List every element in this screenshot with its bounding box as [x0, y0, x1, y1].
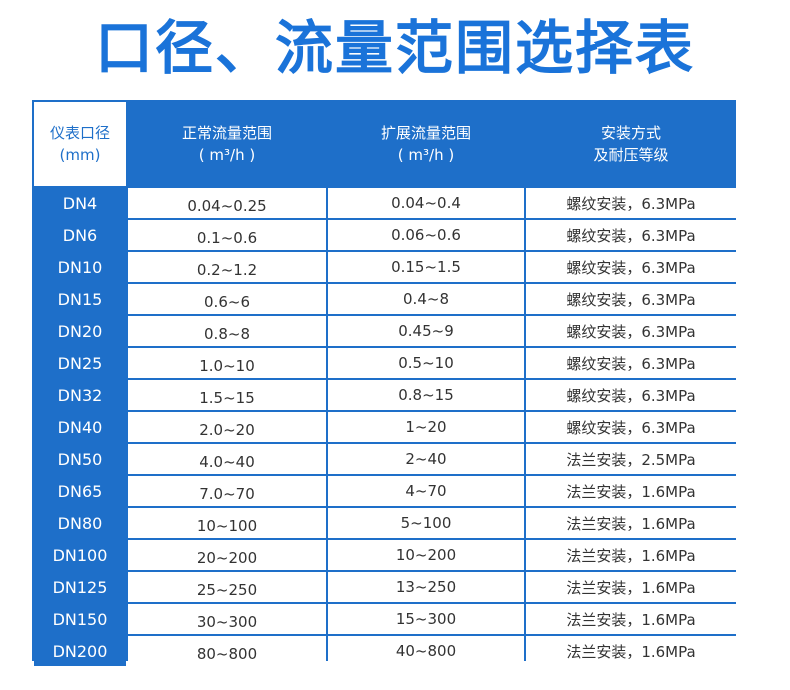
dn-cell: DN15 [34, 284, 126, 314]
dn-cell: DN40 [34, 412, 126, 442]
header-extended-line2: ( m³/h ) [397, 146, 455, 164]
table-row: DN6 0.1~0.6 0.06~0.6 螺纹安装，6.3MPa [34, 219, 736, 251]
install-cell: 法兰安装，1.6MPa [526, 476, 736, 506]
selection-table: 仪表口径 (mm) 正常流量范围 ( m³/h ) 扩展流量范围 ( m³/h … [32, 100, 736, 666]
normal-flow-cell: 0.6~6 [128, 284, 326, 314]
extended-flow-cell: 0.04~0.4 [328, 188, 524, 218]
table-row: DN125 25~250 13~250 法兰安装，1.6MPa [34, 571, 736, 603]
table-row: DN4 0.04~0.25 0.04~0.4 螺纹安装，6.3MPa [34, 187, 736, 219]
header-caliber: 仪表口径 (mm) [34, 102, 126, 186]
dn-cell: DN10 [34, 252, 126, 282]
extended-flow-cell: 0.5~10 [328, 348, 524, 378]
extended-flow-cell: 13~250 [328, 572, 524, 602]
header-caliber-line1: 仪表口径 [49, 124, 110, 142]
header-install-line2: 及耐压等级 [593, 146, 669, 164]
table-body: DN4 0.04~0.25 0.04~0.4 螺纹安装，6.3MPa DN6 0.1~0… [34, 187, 736, 667]
table-row: DN80 10~100 5~100 法兰安装，1.6MPa [34, 507, 736, 539]
table-row: DN40 2.0~20 1~20 螺纹安装，6.3MPa [34, 411, 736, 443]
dn-cell: DN6 [34, 220, 126, 250]
dn-cell: DN100 [34, 540, 126, 570]
install-cell: 法兰安装，1.6MPa [526, 508, 736, 538]
header-extended-line1: 扩展流量范围 [380, 124, 471, 142]
table-row: DN200 80~800 40~800 法兰安装，1.6MPa [34, 635, 736, 667]
table-row: DN10 0.2~1.2 0.15~1.5 螺纹安装，6.3MPa [34, 251, 736, 283]
normal-flow-cell: 20~200 [128, 540, 326, 570]
extended-flow-cell: 0.15~1.5 [328, 252, 524, 282]
install-cell: 法兰安装，1.6MPa [526, 572, 736, 602]
dn-cell: DN65 [34, 476, 126, 506]
normal-flow-cell: 0.2~1.2 [128, 252, 326, 282]
extended-flow-cell: 0.45~9 [328, 316, 524, 346]
dn-cell: DN125 [34, 572, 126, 602]
header-install: 安装方式 及耐压等级 [526, 102, 736, 186]
dn-cell: DN25 [34, 348, 126, 378]
table-row: DN15 0.6~6 0.4~8 螺纹安装，6.3MPa [34, 283, 736, 315]
install-cell: 螺纹安装，6.3MPa [526, 380, 736, 410]
table-row: DN65 7.0~70 4~70 法兰安装，1.6MPa [34, 475, 736, 507]
install-cell: 螺纹安装，6.3MPa [526, 316, 736, 346]
table-row: DN20 0.8~8 0.45~9 螺纹安装，6.3MPa [34, 315, 736, 347]
header-extended-flow: 扩展流量范围 ( m³/h ) [328, 102, 524, 186]
normal-flow-cell: 80~800 [128, 636, 326, 666]
page-title: 口径、流量范围选择表 [94, 14, 695, 82]
table-row: DN100 20~200 10~200 法兰安装，1.6MPa [34, 539, 736, 571]
normal-flow-cell: 1.0~10 [128, 348, 326, 378]
install-cell: 螺纹安装，6.3MPa [526, 284, 736, 314]
dn-cell: DN32 [34, 380, 126, 410]
normal-flow-cell: 0.8~8 [128, 316, 326, 346]
install-cell: 法兰安装，1.6MPa [526, 540, 736, 570]
normal-flow-cell: 10~100 [128, 508, 326, 538]
dn-cell: DN4 [34, 188, 126, 218]
extended-flow-cell: 0.4~8 [328, 284, 524, 314]
extended-flow-cell: 40~800 [328, 636, 524, 666]
table-row: DN50 4.0~40 2~40 法兰安装，2.5MPa [34, 443, 736, 475]
install-cell: 螺纹安装，6.3MPa [526, 412, 736, 442]
dn-cell: DN50 [34, 444, 126, 474]
extended-flow-cell: 1~20 [328, 412, 524, 442]
extended-flow-cell: 2~40 [328, 444, 524, 474]
dn-cell: DN200 [34, 636, 126, 666]
install-cell: 法兰安装，1.6MPa [526, 636, 736, 666]
header-normal-line2: ( m³/h ) [198, 146, 256, 164]
extended-flow-cell: 5~100 [328, 508, 524, 538]
normal-flow-cell: 2.0~20 [128, 412, 326, 442]
normal-flow-cell: 30~300 [128, 604, 326, 634]
install-cell: 螺纹安装，6.3MPa [526, 220, 736, 250]
header-install-line1: 安装方式 [600, 124, 661, 142]
table-row: DN32 1.5~15 0.8~15 螺纹安装，6.3MPa [34, 379, 736, 411]
install-cell: 法兰安装，1.6MPa [526, 604, 736, 634]
header-normal-line1: 正常流量范围 [181, 124, 272, 142]
normal-flow-cell: 0.1~0.6 [128, 220, 326, 250]
extended-flow-cell: 0.06~0.6 [328, 220, 524, 250]
install-cell: 螺纹安装，6.3MPa [526, 252, 736, 282]
dn-cell: DN80 [34, 508, 126, 538]
normal-flow-cell: 4.0~40 [128, 444, 326, 474]
install-cell: 法兰安装，2.5MPa [526, 444, 736, 474]
table-row: DN150 30~300 15~300 法兰安装，1.6MPa [34, 603, 736, 635]
install-cell: 螺纹安装，6.3MPa [526, 188, 736, 218]
normal-flow-cell: 0.04~0.25 [128, 188, 326, 218]
install-cell: 螺纹安装，6.3MPa [526, 348, 736, 378]
header-normal-flow: 正常流量范围 ( m³/h ) [128, 102, 326, 186]
extended-flow-cell: 0.8~15 [328, 380, 524, 410]
extended-flow-cell: 15~300 [328, 604, 524, 634]
normal-flow-cell: 25~250 [128, 572, 326, 602]
extended-flow-cell: 4~70 [328, 476, 524, 506]
dn-cell: DN20 [34, 316, 126, 346]
extended-flow-cell: 10~200 [328, 540, 524, 570]
header-caliber-line2: (mm) [59, 146, 101, 164]
dn-cell: DN150 [34, 604, 126, 634]
normal-flow-cell: 1.5~15 [128, 380, 326, 410]
table-row: DN25 1.0~10 0.5~10 螺纹安装，6.3MPa [34, 347, 736, 379]
normal-flow-cell: 7.0~70 [128, 476, 326, 506]
